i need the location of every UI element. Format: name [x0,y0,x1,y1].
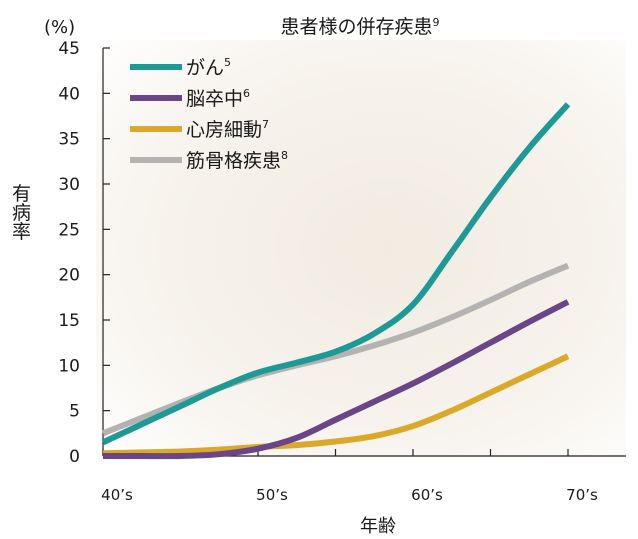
legend-label: 筋骨格疾患8 [186,149,288,172]
y-axis-ticks: 0 5 10 15 20 25 30 35 40 45 [58,39,110,467]
y-axis-label: 有病率 [9,183,31,240]
chart-title: 患者様の併存疾患9 [280,16,439,38]
x-tick-label: 60’s [411,486,443,504]
legend: がん5 脳卒中6 心房細動7 筋骨格疾患8 [130,56,288,172]
x-tick-label: 70’s [566,486,598,504]
legend-label-text: 筋骨格疾患 [186,150,281,172]
legend-label: がん5 [186,56,231,79]
legend-label-sup: 6 [243,87,250,100]
y-tick-label: 5 [69,402,80,422]
legend-label-text: がん [186,57,224,79]
series-line-3 [102,353,570,457]
x-axis-label: 年齢 [360,516,396,537]
y-tick-label: 45 [58,39,80,59]
y-tick-label: 20 [58,266,80,286]
series-line-4 [101,262,570,437]
y-tick-label: 30 [58,175,80,195]
x-tick-label: 40’s [101,486,133,504]
series-lines [101,102,571,460]
y-tick-label: 35 [58,130,80,150]
legend-label-text: 脳卒中 [186,88,243,110]
chart-title-text: 患者様の併存疾患 [280,16,432,38]
legend-label-text: 心房細動 [186,119,262,141]
legend-label: 脳卒中6 [186,87,250,110]
plot-background [96,40,626,456]
series-line-1 [101,102,571,446]
legend-label-sup: 8 [281,149,288,162]
legend-label-sup: 7 [262,118,269,131]
legend-label-sup: 5 [224,56,231,69]
x-tick-label: 50’s [256,486,288,504]
y-tick-label: 25 [58,220,80,240]
y-tick-label: 15 [58,311,80,331]
legend-label: 心房細動7 [186,118,269,141]
y-tick-label: 40 [58,84,80,104]
series-line-2 [103,299,570,460]
y-unit-label: (%) [44,17,75,38]
y-tick-label: 10 [58,356,80,376]
chart-title-sup: 9 [433,16,440,29]
x-axis-ticks: 40’s 50’s 60’s 70’s [101,449,598,504]
y-tick-label: 0 [69,447,80,467]
